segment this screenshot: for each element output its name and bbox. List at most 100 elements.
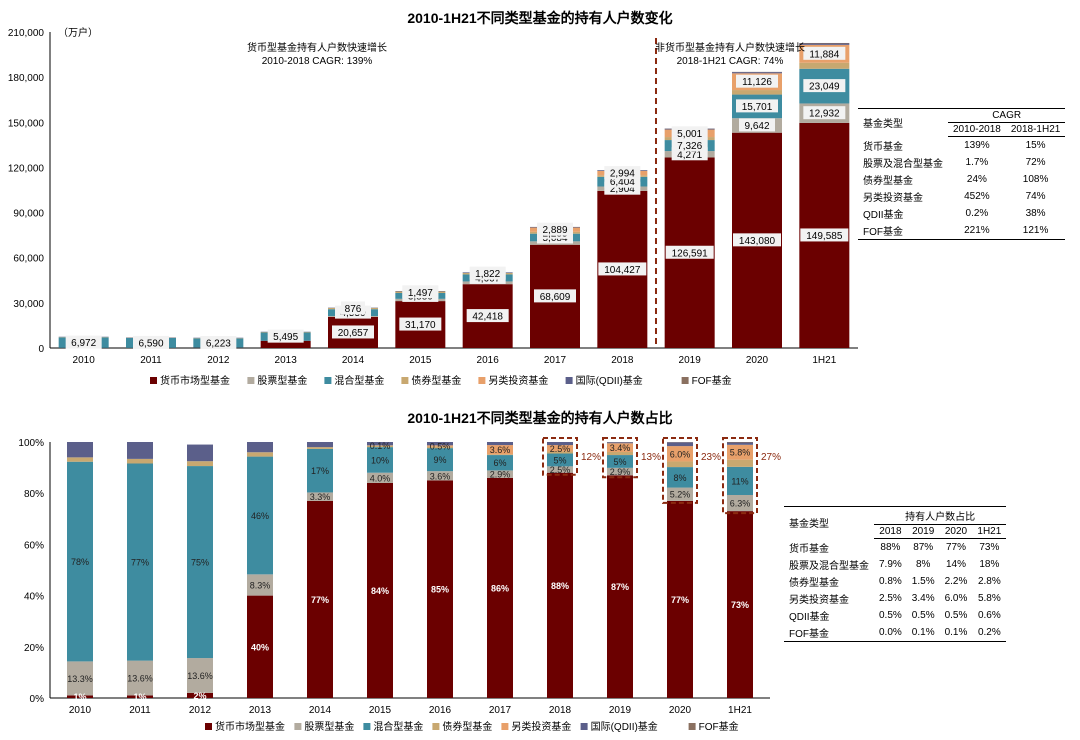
chart2-bar-segment <box>127 442 153 459</box>
chart2-data-label: 86% <box>491 583 509 593</box>
chart2-legend-label: 股票型基金 <box>304 720 354 733</box>
chart2-bar-segment <box>427 446 453 449</box>
chart1-data-label-bg <box>399 317 442 331</box>
cagr-table-cell: 108% <box>1022 173 1049 185</box>
chart1-ytick: 90,000 <box>13 209 44 220</box>
chart1-xtick: 2017 <box>544 355 567 366</box>
chart2-data-label: 3.4% <box>610 443 631 453</box>
chart1-data-label-bg <box>803 79 846 93</box>
chart1-legend-label: 股票型基金 <box>257 374 307 387</box>
chart2-bar-segment <box>487 454 513 456</box>
chart2-bar-segment <box>187 461 213 467</box>
chart2-bar-segment <box>127 695 153 698</box>
cagr-table-row: 货币基金 139% 15% <box>858 137 1065 154</box>
chart1-data-label-bg <box>598 262 647 276</box>
chart2-data-label: 0.1% <box>370 441 391 451</box>
cagr-table-row: 债券型基金 24% 108% <box>858 171 1065 188</box>
share-table-row-label: QDII基金 <box>789 611 830 623</box>
chart2-bar-segment <box>607 455 633 468</box>
chart1-data-label-bg <box>736 99 778 113</box>
chart2-bar-segment <box>187 692 213 698</box>
chart2-ytick: 80% <box>24 489 44 500</box>
share-table-col-header: 2018 <box>874 524 907 539</box>
chart1-data-label: 6,223 <box>206 339 231 350</box>
chart2-legend-label: 货币市场型基金 <box>215 720 285 733</box>
chart1-data-label-bg <box>65 335 102 349</box>
chart1-data-label: 126,591 <box>672 248 709 259</box>
chart2-plot: 0% 20% 40% 60% 80% 100% 1% 13.3% 78% 2010 1% 13.6% 7… <box>18 437 781 733</box>
chart2-data-label: 6.3% <box>730 499 751 509</box>
chart1-data-label-bg <box>341 301 365 315</box>
share-table-group-header: 持有人户数占比 <box>874 506 1007 525</box>
chart2-bar-segment <box>247 595 273 698</box>
chart1-ytick: 60,000 <box>13 254 44 265</box>
share-table-row-label: FOF基金 <box>784 623 874 642</box>
share-table-row-label: 债券型基金 <box>789 577 839 589</box>
chart1-legend-swatch <box>681 377 689 384</box>
chart2-legend-swatch <box>688 723 696 730</box>
share-table-corner: 基金类型 <box>784 506 874 539</box>
chart1-data-label-bg <box>332 325 374 339</box>
chart1-plot: 0 30,000 60,000 90,000 120,000 150,000 180,000… <box>8 26 858 387</box>
cagr-table-row-label: QDII基金 <box>863 209 904 221</box>
chart1-data-label-bg <box>402 285 439 299</box>
chart1-legend-swatch <box>401 377 409 384</box>
share-table-cell: 0.6% <box>977 609 1001 621</box>
share-table-cell: 88% <box>880 541 901 553</box>
chart1-bar-segment <box>260 340 311 348</box>
chart2-data-label: 77% <box>671 595 689 605</box>
share-table-cell: 1.5% <box>911 575 935 587</box>
chart1-data-label-bg <box>733 233 781 247</box>
chart2-legend-swatch <box>363 723 371 730</box>
chart2-bar-segment <box>667 500 693 698</box>
share-table-cell: 0.1% <box>939 623 973 642</box>
chart2-bar-segment <box>727 494 753 512</box>
chart1-data-label-bg <box>200 336 237 350</box>
chart1-title: 2010-1H21不同类型基金的持有人户数变化 <box>407 10 673 26</box>
share-table-cell: 18% <box>979 558 1000 570</box>
share-table-cell: 0.8% <box>879 575 902 587</box>
chart2-data-label: 88% <box>551 581 569 591</box>
chart2-bar-segment <box>547 442 573 446</box>
chart2-bar-segment <box>607 475 633 698</box>
chart2-bar-segment <box>367 472 393 483</box>
chart1-legend-swatch <box>247 377 255 384</box>
chart2-bar-segment <box>667 487 693 501</box>
share-table-col-header: 2019 <box>906 524 940 539</box>
chart2-data-label: 10% <box>371 455 389 465</box>
chart1-xtick: 2014 <box>342 355 365 366</box>
chart2-data-label: 5% <box>553 455 566 465</box>
chart2-highlight-box <box>722 437 758 515</box>
share-table-cell: 7.9% <box>879 558 902 570</box>
chart1-bar-segment <box>799 62 850 69</box>
chart2-bar-segment <box>427 471 453 481</box>
chart2-ytick: 40% <box>24 592 44 603</box>
chart2-data-label: 77% <box>311 595 329 605</box>
cagr-table-row: 另类投资基金 452% 74% <box>858 188 1065 205</box>
cagr-table: 基金类型 CAGR 2010-2018 2018-1H21 货币基金 139% 15% 股票及… <box>858 108 1066 240</box>
chart1-data-label: 149,585 <box>806 231 843 242</box>
chart1-legend-label: 混合型基金 <box>334 374 384 387</box>
chart2-bar-segment <box>727 466 753 495</box>
share-table-cell: 2.5% <box>879 592 902 604</box>
chart1-annotation-sub: 2010-2018 CAGR: 139% <box>262 56 373 67</box>
share-table-cell: 77% <box>945 541 966 553</box>
chart2-data-label: 4.0% <box>370 473 391 483</box>
share-table-cell: 0.5% <box>911 609 935 621</box>
chart2-bar-segment <box>307 500 333 698</box>
chart2-xtick: 2015 <box>369 705 392 716</box>
chart2-bar-segment <box>487 477 513 698</box>
chart2-bar-segment <box>727 442 753 443</box>
chart2-bar-segment <box>607 451 633 456</box>
cagr-table-cell: 139% <box>964 139 990 151</box>
chart1-xtick: 2015 <box>409 355 432 366</box>
cagr-table-col-header: 2018-1H21 <box>1005 122 1066 137</box>
chart1-bar-segment <box>732 72 782 74</box>
chart2-legend-label: FOF基金 <box>699 720 739 733</box>
chart2-highlight-label: 23% <box>701 452 721 463</box>
chart1-ytick: 0 <box>38 344 44 355</box>
share-table-cell: 0.1% <box>906 623 940 642</box>
chart2-bar-segment <box>307 492 333 501</box>
chart2-ytick: 20% <box>24 643 44 654</box>
chart2-bar-segment <box>487 442 513 446</box>
